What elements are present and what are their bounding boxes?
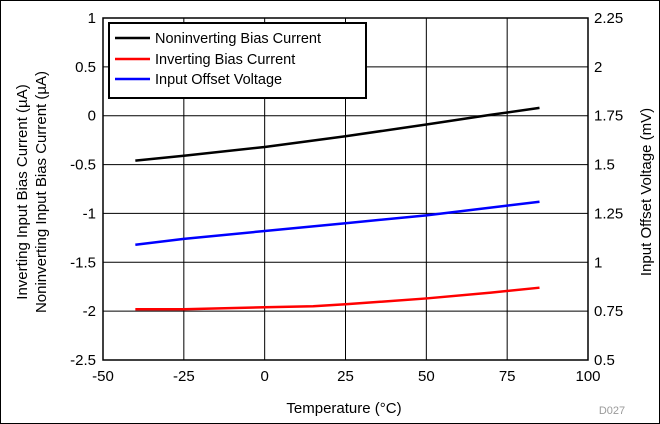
y-axis-right-ticks: 0.5 0.75 1 1.25 1.5 1.75 2 2.25 bbox=[594, 10, 623, 369]
y-axis-left-label-line1: Inverting Input Bias Current (µA) bbox=[14, 84, 31, 299]
y-axis-left-label-line2: Noninverting Input Bias Current (µA) bbox=[33, 71, 50, 313]
y-right-tick-label: 1 bbox=[594, 254, 602, 271]
legend: Noninverting Bias Current Inverting Bias… bbox=[108, 22, 367, 99]
y-axis-left-ticks: -2.5 -2 -1.5 -1 -0.5 0 0.5 1 bbox=[70, 10, 96, 369]
y-left-tick-label: -2 bbox=[83, 303, 96, 320]
y-left-tick-label: -1.5 bbox=[70, 254, 96, 271]
series-line-offset-voltage bbox=[135, 200, 540, 246]
y-left-tick-label: -0.5 bbox=[70, 157, 96, 174]
legend-box bbox=[108, 22, 367, 99]
x-tick-label: 0 bbox=[260, 368, 268, 385]
y-left-tick-label: 0 bbox=[88, 108, 96, 125]
y-right-tick-label: 1.5 bbox=[594, 157, 615, 174]
x-tick-label: 25 bbox=[337, 368, 354, 385]
x-axis-label: Temperature (°C) bbox=[286, 400, 401, 417]
y-right-tick-label: 2.25 bbox=[594, 10, 623, 27]
series-line-inverting bbox=[135, 286, 540, 311]
legend-label-noninverting: Noninverting Bias Current bbox=[155, 31, 321, 47]
figure-code: D027 bbox=[599, 405, 625, 417]
x-tick-label: 50 bbox=[418, 368, 435, 385]
y-left-tick-label: -2.5 bbox=[70, 352, 96, 369]
y-left-tick-label: 0.5 bbox=[75, 59, 96, 76]
y-right-tick-label: 0.5 bbox=[594, 352, 615, 369]
x-tick-label: 100 bbox=[575, 368, 600, 385]
x-tick-label: 75 bbox=[499, 368, 516, 385]
y-left-tick-label: -1 bbox=[83, 205, 96, 222]
y-right-tick-label: 2 bbox=[594, 59, 602, 76]
y-right-tick-label: 0.75 bbox=[594, 303, 623, 320]
x-axis-ticks: -50 -25 0 25 50 75 100 bbox=[92, 368, 600, 385]
legend-label-inverting: Inverting Bias Current bbox=[155, 52, 295, 68]
x-tick-label: -25 bbox=[173, 368, 195, 385]
y-right-tick-label: 1.25 bbox=[594, 205, 623, 222]
plot-area-border bbox=[102, 17, 589, 361]
x-tick-label: -50 bbox=[92, 368, 114, 385]
series-line-noninverting bbox=[135, 106, 540, 162]
y-right-tick-label: 1.75 bbox=[594, 108, 623, 125]
y-axis-right-label: Input Offset Voltage (mV) bbox=[638, 108, 655, 276]
series-layer bbox=[135, 106, 540, 311]
legend-label-offset-voltage: Input Offset Voltage bbox=[155, 72, 282, 88]
y-left-tick-label: 1 bbox=[88, 10, 96, 27]
